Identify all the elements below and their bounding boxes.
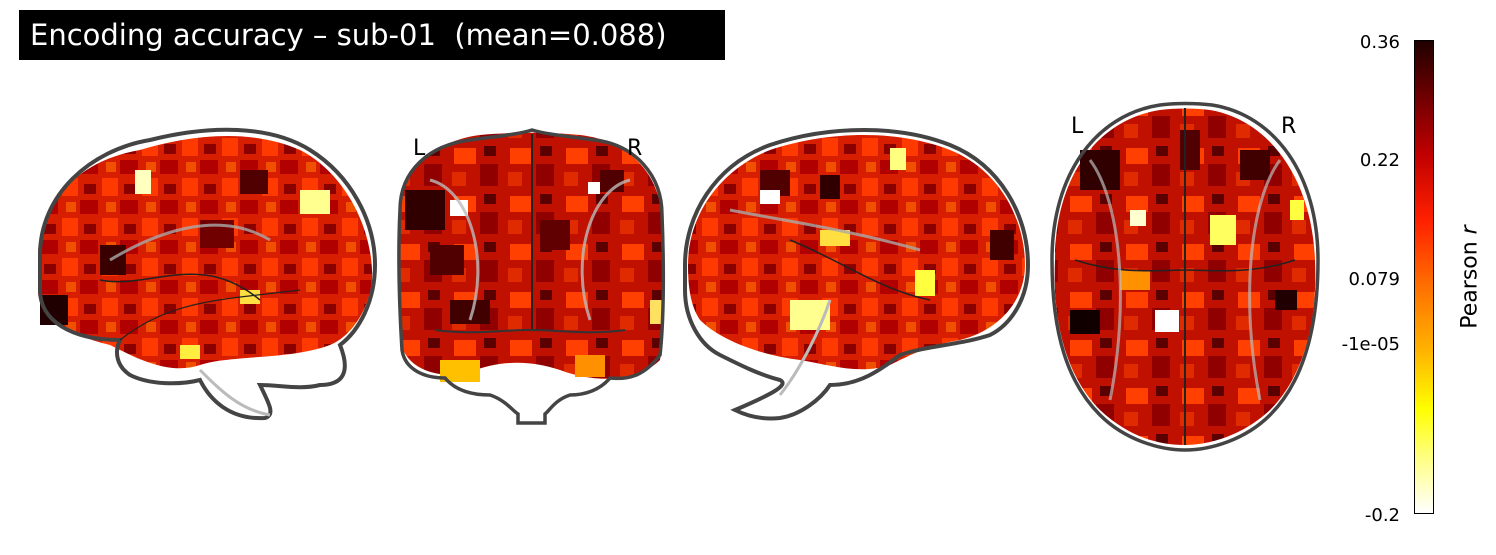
- sagittal-right-outline: [683, 128, 1031, 421]
- sagittal-left-outline: [38, 127, 378, 421]
- coronal-outline: [397, 128, 666, 425]
- colorbar-tick-max: 0.36: [1359, 32, 1400, 53]
- colorbar: [1414, 40, 1434, 514]
- axial-outline: [1050, 101, 1320, 452]
- colorbar-tick-min: -0.2: [1364, 505, 1400, 526]
- colorbar-tick-2: 0.22: [1359, 150, 1400, 171]
- figure-title: Encoding accuracy – sub-01 (mean=0.088): [19, 10, 725, 60]
- colorbar-label: Pearson r: [1457, 225, 1483, 329]
- coronal-right-label: R: [627, 136, 643, 161]
- axial-right-label: R: [1281, 114, 1297, 139]
- coronal-left-label: L: [413, 136, 426, 161]
- colorbar-tick-3: 0.079: [1348, 269, 1400, 290]
- sagittal-left-activation: [38, 136, 373, 369]
- axial-left-label: L: [1071, 114, 1084, 139]
- colorbar-tick-4: -1e-05: [1341, 334, 1400, 355]
